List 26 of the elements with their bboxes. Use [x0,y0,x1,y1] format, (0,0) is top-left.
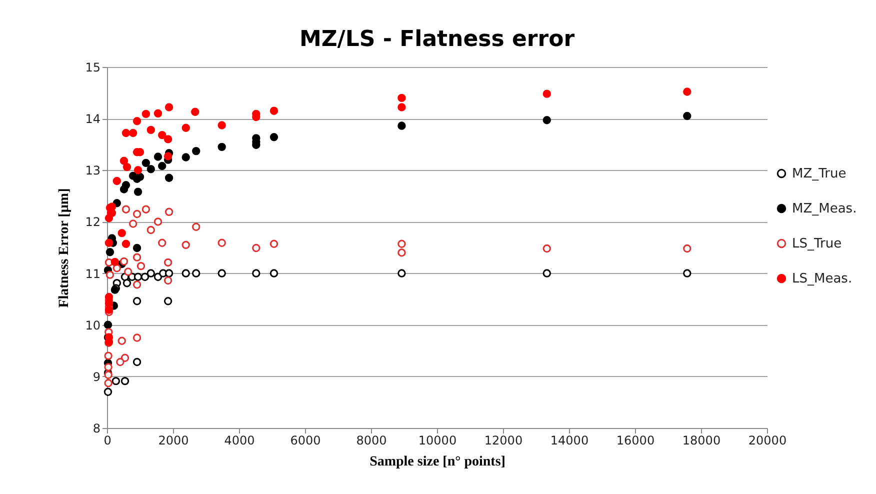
x-tick-label: 20000 [748,434,787,448]
legend-label: MZ_Meas. [792,202,857,216]
x-tick-label: 2000 [158,434,189,448]
x-tick-label: 10000 [418,434,457,448]
x-tick-label: 12000 [484,434,523,448]
x-tick-label: 6000 [290,434,321,448]
y-tick-label: 15 [85,60,100,74]
y-tick-label: 12 [85,215,100,230]
x-tick-label: 18000 [682,434,721,448]
y-tick-label: 9 [92,370,100,384]
legend-label: LS_Meas. [792,272,852,286]
chart-title: MZ/LS - Flatness error [299,27,575,52]
legend-label: MZ_True [792,166,846,182]
x-tick-label: 4000 [224,434,255,448]
y-tick-label: 14 [85,112,100,126]
y-tick-label: 11 [85,266,100,281]
x-axis-title: Sample size [n° points] [370,454,506,470]
x-tick-label: 16000 [616,434,655,448]
y-tick-label: 13 [85,164,100,178]
x-tick-label: 0 [104,434,112,448]
legend-label: LS_True [792,236,842,252]
x-tick-label: 14000 [550,434,589,448]
x-tick-label: 8000 [356,434,387,448]
y-axis-title: Flatness Error [µm] [57,188,72,308]
y-tick-label: 8 [92,422,100,436]
y-tick-label: 10 [85,318,100,332]
